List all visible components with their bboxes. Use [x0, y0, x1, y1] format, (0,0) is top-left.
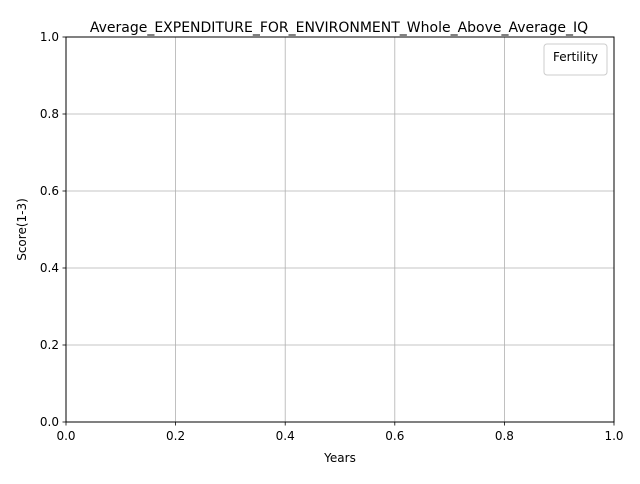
- plot-area-frame: [65, 36, 615, 423]
- y-tick-label: 0.8: [40, 107, 59, 121]
- x-tick-label: 0.0: [56, 429, 75, 443]
- x-tick-label: 0.8: [495, 429, 514, 443]
- x-tick-label: 0.4: [276, 429, 295, 443]
- y-tick-label: 0.0: [40, 415, 59, 429]
- chart-title: Average_EXPENDITURE_FOR_ENVIRONMENT_Whol…: [90, 20, 588, 36]
- legend-box: [543, 43, 608, 76]
- gridlines: [65, 36, 615, 423]
- y-axis: 0.0 0.2 0.4 0.6 0.8 1.0: [40, 30, 66, 429]
- legend: Fertility: [543, 43, 608, 76]
- x-tick-label: 0.6: [385, 429, 404, 443]
- x-axis-label: Years: [323, 451, 356, 465]
- x-axis: 0.0 0.2 0.4 0.6 0.8 1.0: [56, 422, 624, 443]
- x-tick-label: 1.0: [604, 429, 623, 443]
- y-tick-label: 0.2: [40, 338, 59, 352]
- legend-title: Fertility: [553, 50, 598, 64]
- y-tick-label: 0.4: [40, 261, 59, 275]
- x-tick-label: 0.2: [166, 429, 185, 443]
- y-tick-label: 1.0: [40, 30, 59, 44]
- y-axis-label: Score(1-3): [15, 198, 29, 261]
- y-tick-label: 0.6: [40, 184, 59, 198]
